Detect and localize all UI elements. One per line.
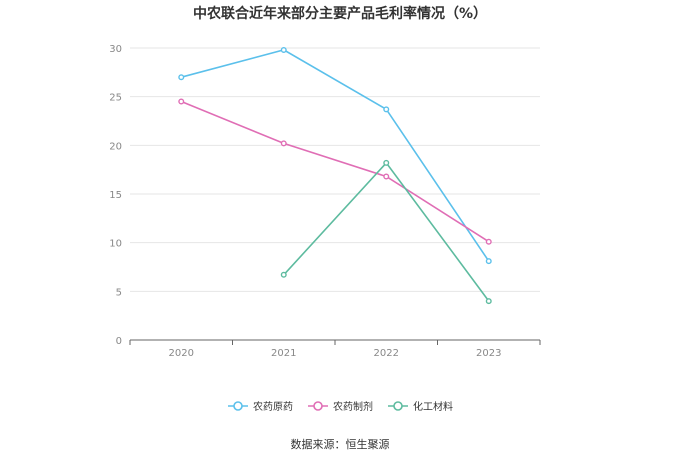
data-point bbox=[485, 258, 492, 265]
legend-label: 农药原药 bbox=[253, 402, 293, 413]
legend-label: 农药制剂 bbox=[333, 402, 373, 413]
data-point bbox=[178, 74, 185, 81]
legend-label: 化工材料 bbox=[413, 402, 453, 413]
legend-swatch-icon bbox=[308, 400, 328, 411]
legend-swatch-icon bbox=[388, 400, 408, 411]
data-point bbox=[280, 271, 287, 278]
y-tick-label: 0 bbox=[116, 336, 122, 347]
data-source: 数据来源：恒生聚源 bbox=[290, 438, 390, 451]
legend-item[interactable]: 农药制剂 bbox=[307, 398, 373, 413]
x-tick-label: 2022 bbox=[374, 348, 399, 359]
y-tick-label: 30 bbox=[109, 44, 122, 55]
series-line-0 bbox=[181, 49, 490, 262]
x-tick-label: 2023 bbox=[476, 348, 501, 359]
data-point bbox=[383, 106, 390, 113]
y-tick-label: 15 bbox=[109, 190, 122, 201]
data-point bbox=[280, 46, 287, 53]
legend-item[interactable]: 化工材料 bbox=[387, 398, 453, 413]
data-point bbox=[178, 98, 185, 105]
data-point bbox=[383, 173, 390, 180]
y-tick-label: 5 bbox=[116, 287, 122, 298]
data-point bbox=[485, 298, 492, 305]
chart-title: 中农联合近年来部分主要产品毛利率情况（%） bbox=[192, 6, 488, 22]
series-line-2 bbox=[283, 161, 490, 302]
legend-item[interactable]: 农药原药 bbox=[227, 398, 293, 413]
legend-swatch-icon bbox=[228, 400, 248, 411]
x-tick-label: 2021 bbox=[271, 348, 296, 359]
x-tick-label: 2020 bbox=[169, 348, 194, 359]
data-point bbox=[485, 238, 492, 245]
y-tick-label: 20 bbox=[109, 141, 122, 152]
y-tick-label: 25 bbox=[109, 93, 122, 104]
series-line-1 bbox=[180, 100, 490, 243]
y-tick-label: 10 bbox=[109, 239, 122, 250]
data-point bbox=[383, 159, 390, 166]
chart-legend: 农药原药 农药制剂 化工材料 bbox=[0, 398, 680, 413]
data-point bbox=[280, 140, 287, 147]
